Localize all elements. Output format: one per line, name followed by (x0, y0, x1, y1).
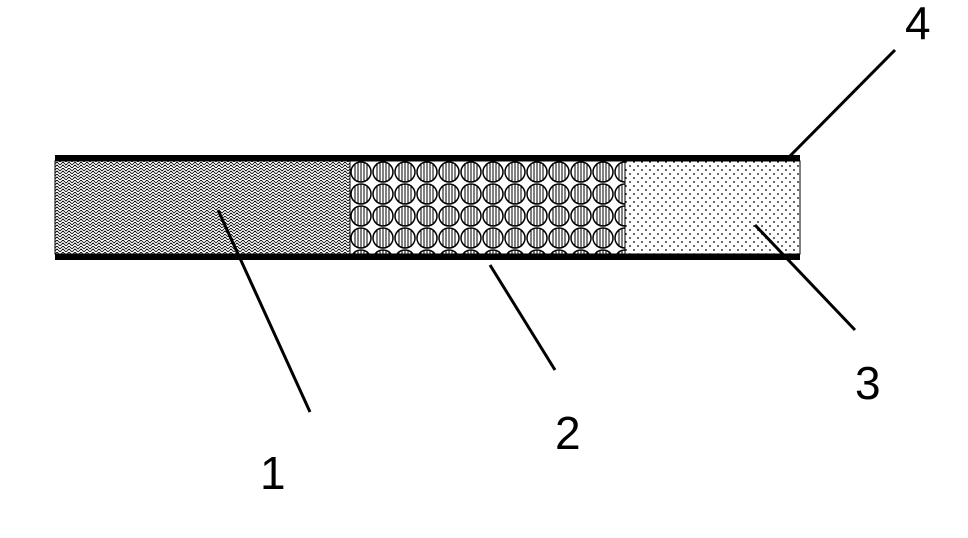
callout-label-3: 3 (855, 360, 881, 406)
callout-line-2 (490, 265, 555, 370)
callout-label-2: 2 (555, 410, 581, 456)
callout-label-4: 4 (905, 0, 931, 46)
callout-label-1: 1 (260, 450, 286, 496)
callout-line-3 (755, 225, 855, 330)
callout-line-4 (788, 50, 895, 158)
bar-top-border (55, 155, 800, 161)
technical-diagram (0, 0, 968, 538)
bar-bottom-border (55, 254, 800, 260)
circles-pattern-section (350, 161, 625, 254)
wave-pattern-section (55, 161, 350, 254)
dots-pattern-section (625, 161, 800, 254)
